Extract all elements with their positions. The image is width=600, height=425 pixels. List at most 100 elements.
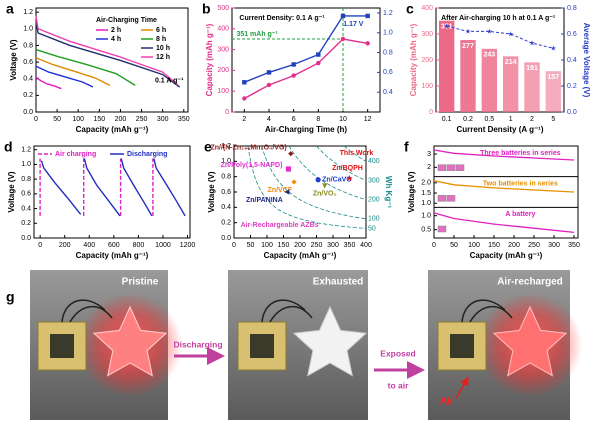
y-tick-label: 0.4 bbox=[23, 76, 33, 83]
led-star bbox=[92, 305, 168, 377]
energy-contour bbox=[247, 145, 367, 229]
annotation: 1.17 V bbox=[343, 21, 364, 28]
x-tick-label: 4 bbox=[267, 116, 271, 123]
x-tick-label: 300 bbox=[157, 116, 169, 123]
y-tick-label: 0.8 bbox=[21, 176, 31, 183]
y-tick-label: 0.0 bbox=[21, 235, 31, 242]
annotation: Current Density: 0.1 A g⁻¹ bbox=[239, 15, 325, 22]
arrow-label: to air bbox=[388, 380, 409, 390]
cell-core bbox=[50, 334, 74, 358]
x-tick-label: 100 bbox=[72, 116, 84, 123]
data-line bbox=[35, 16, 178, 86]
plot-frame bbox=[433, 145, 579, 239]
x-tick-label: 600 bbox=[108, 242, 120, 249]
bar bbox=[502, 56, 519, 112]
y-tick-label: 0.2 bbox=[221, 220, 231, 227]
y-tick-label: 1.0 bbox=[21, 161, 31, 168]
y-tick-label: 100 bbox=[421, 83, 433, 90]
wire bbox=[261, 299, 313, 323]
point bbox=[465, 28, 471, 34]
x-tick-label: 100 bbox=[261, 242, 273, 249]
point bbox=[316, 52, 321, 57]
led-star bbox=[492, 305, 568, 377]
legend-label: Air charging bbox=[55, 151, 96, 158]
panel-letter: e bbox=[204, 139, 212, 155]
photo-panel: g Pristine Exhausted Air-recharged Disch… bbox=[6, 270, 582, 420]
x-tick-label: 0.5 bbox=[484, 116, 494, 123]
y-axis-label: Capacity (mAh g⁻¹) bbox=[205, 23, 214, 96]
led-star bbox=[292, 305, 368, 377]
y2-axis-label: Average Voltage (V) bbox=[582, 23, 591, 98]
point bbox=[291, 73, 296, 78]
y-tick-label: 300 bbox=[217, 46, 229, 53]
y-tick-label: 3 bbox=[427, 151, 431, 158]
y-tick-label: 0.6 bbox=[383, 69, 393, 76]
data-line bbox=[446, 25, 554, 49]
wire bbox=[61, 299, 113, 323]
point bbox=[529, 40, 535, 46]
x-axis-label: Capacity (mAh g⁻¹) bbox=[264, 251, 337, 260]
y-tick-label: 400 bbox=[421, 5, 433, 12]
photo-label: Exhausted bbox=[313, 277, 364, 288]
battery-icon bbox=[437, 195, 447, 202]
data-line bbox=[433, 180, 575, 193]
legend-label: 10 h bbox=[156, 45, 170, 52]
y-tick-label: 0.6 bbox=[221, 189, 231, 196]
x-tick-label: 150 bbox=[278, 242, 290, 249]
x-tick-label: 250 bbox=[528, 242, 540, 249]
x-tick-label: 2 bbox=[530, 116, 534, 123]
bar bbox=[545, 71, 562, 112]
data-line bbox=[39, 158, 154, 216]
point bbox=[284, 189, 290, 195]
y-tick-label: 0.2 bbox=[567, 83, 577, 90]
y-tick-label: 0.4 bbox=[383, 89, 393, 96]
y-tick-label: 0.2 bbox=[21, 220, 31, 227]
legend-title: Air-Charging Time bbox=[96, 17, 157, 24]
data-line bbox=[35, 76, 62, 90]
point-label: Zn/VO₂ bbox=[313, 191, 337, 198]
legend-label: 8 h bbox=[156, 36, 166, 43]
contour-label: 100 bbox=[368, 216, 380, 223]
device bbox=[37, 299, 513, 371]
point bbox=[365, 41, 370, 46]
x-axis-label: Capacity (mAh g⁻¹) bbox=[470, 251, 543, 260]
photo-label: Air-recharged bbox=[497, 277, 563, 288]
y-tick-label: 0.0 bbox=[567, 109, 577, 116]
y-tick-label: 0.6 bbox=[23, 59, 33, 66]
y-tick-label: 1.5 bbox=[421, 190, 431, 197]
x-tick-label: 300 bbox=[548, 242, 560, 249]
x-tick-label: 12 bbox=[364, 116, 372, 123]
panel-letter: f bbox=[404, 139, 409, 155]
bar bbox=[481, 48, 498, 112]
x-tick-label: 1200 bbox=[180, 242, 196, 249]
point bbox=[291, 62, 296, 67]
y-tick-label: 0.8 bbox=[567, 5, 577, 12]
y-tick-label: 0.4 bbox=[221, 204, 231, 211]
x-axis-label: Air-Charging Time (h) bbox=[265, 125, 347, 134]
y-tick-label: 0.5 bbox=[421, 226, 431, 233]
x-tick-label: 400 bbox=[360, 242, 372, 249]
point bbox=[486, 28, 493, 34]
value-label: 243 bbox=[483, 52, 495, 59]
x-tick-label: 250 bbox=[311, 242, 323, 249]
battery-icon bbox=[437, 164, 447, 171]
data-line bbox=[244, 15, 368, 83]
x-tick-label: 350 bbox=[568, 242, 580, 249]
x-tick-label: 250 bbox=[136, 116, 148, 123]
x-tick-label: 1000 bbox=[155, 242, 171, 249]
y-tick-label: 0.8 bbox=[383, 49, 393, 56]
x-tick-label: 10 bbox=[339, 116, 347, 123]
energy-contour bbox=[316, 145, 367, 181]
y-tick-label: 200 bbox=[217, 67, 229, 74]
x-tick-label: 0 bbox=[432, 242, 436, 249]
x-tick-label: 150 bbox=[488, 242, 500, 249]
y-tick-label: 1.0 bbox=[421, 200, 431, 207]
point bbox=[285, 166, 292, 172]
y-tick-label: 0 bbox=[429, 109, 433, 116]
battery-icon bbox=[446, 195, 456, 202]
y-tick-label: 0.8 bbox=[23, 42, 33, 49]
energy-contour bbox=[261, 145, 367, 220]
annotation: 0.1 A g⁻¹ bbox=[155, 78, 184, 85]
point-label: Zn/Poly(1,5-NAPD) bbox=[221, 162, 283, 169]
panel-letter: a bbox=[6, 1, 14, 17]
